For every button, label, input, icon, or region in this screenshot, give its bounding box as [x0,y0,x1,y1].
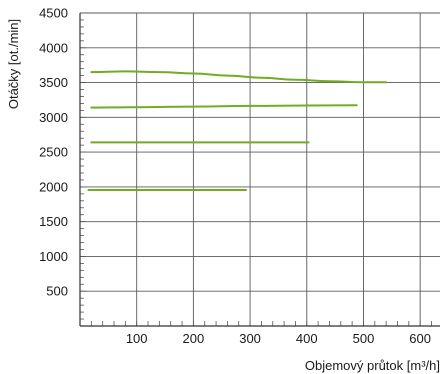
x-tick-label: 400 [296,331,318,346]
y-tick-label: 3500 [39,75,68,90]
series-line-2 [90,104,358,109]
y-axis-title: Otáčky [ot./min] [6,19,21,109]
y-tick-label: 4500 [39,6,68,21]
y-tick-label: 4000 [39,40,68,55]
x-axis-title: Objemový průtok [m³/h] [305,358,440,373]
grid [80,12,440,326]
x-tick-labels: 100 200 300 400 500 600 [126,331,431,346]
x-tick-label: 100 [126,331,148,346]
x-tick-label: 500 [353,331,375,346]
x-tick-label: 600 [409,331,431,346]
x-tick-label: 300 [239,331,261,346]
y-tick-label: 3000 [39,110,68,125]
y-tick-label: 1500 [39,214,68,229]
y-tick-labels: 500 1000 1500 2000 2500 3000 3500 4000 4500 [39,6,68,299]
series-line-1 [90,70,388,84]
axes [79,13,440,327]
y-tick-label: 1000 [39,249,68,264]
y-tick-label: 500 [46,284,68,299]
series-lines [87,70,388,192]
minor-ticks [80,12,432,327]
y-tick-label: 2500 [39,145,68,160]
x-tick-label: 200 [183,331,205,346]
y-tick-label: 2000 [39,179,68,194]
